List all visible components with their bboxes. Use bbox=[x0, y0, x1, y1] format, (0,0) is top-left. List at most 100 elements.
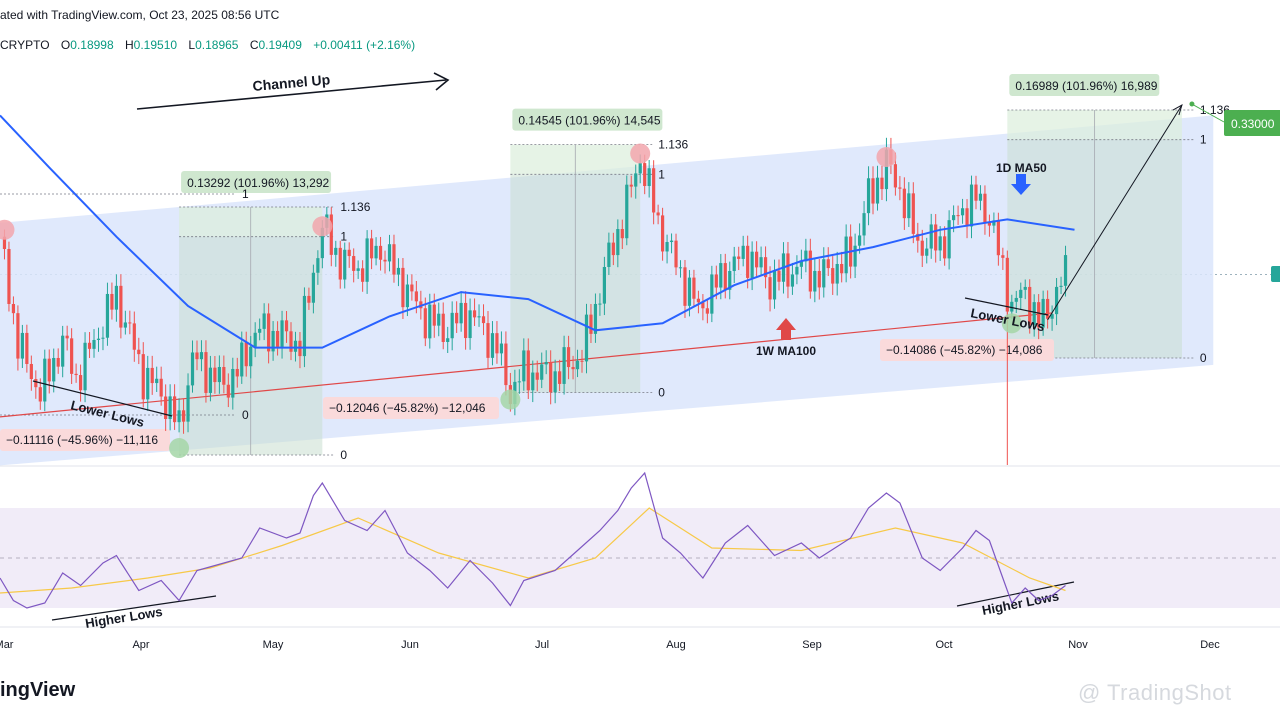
target-dot bbox=[1189, 101, 1195, 107]
ma50-line bbox=[0, 114, 1075, 349]
candle-body bbox=[311, 272, 315, 303]
lower-lows-line bbox=[32, 380, 173, 417]
candle-body bbox=[857, 235, 862, 246]
candle-body bbox=[983, 193, 987, 223]
candle-body bbox=[16, 313, 20, 359]
candle-body bbox=[1005, 257, 1009, 312]
candle-body bbox=[52, 357, 56, 382]
candle-body bbox=[231, 368, 235, 398]
candle-body bbox=[123, 322, 127, 328]
candle-body bbox=[562, 347, 566, 384]
candle-body bbox=[472, 310, 477, 318]
candle-body bbox=[826, 259, 830, 269]
candle-body bbox=[674, 240, 678, 268]
candle-body bbox=[831, 268, 835, 284]
candle-body bbox=[1023, 286, 1027, 290]
candle-body bbox=[549, 362, 553, 393]
candle-body bbox=[728, 271, 732, 290]
open-value: 0.18998 bbox=[70, 38, 114, 52]
ma100-label: 1W MA100 bbox=[756, 344, 816, 358]
candle-body bbox=[302, 295, 307, 357]
channel-high-marker bbox=[876, 147, 897, 168]
candle-body bbox=[607, 242, 611, 267]
candle-body bbox=[750, 251, 754, 278]
channel-up-arrowhead bbox=[433, 72, 450, 91]
candle-body bbox=[222, 367, 226, 385]
candle-body bbox=[898, 187, 902, 189]
candle-body bbox=[620, 229, 624, 239]
candle-body bbox=[1046, 298, 1050, 319]
candle-body bbox=[1028, 286, 1032, 325]
candle-body bbox=[428, 304, 432, 339]
candle-body bbox=[526, 350, 530, 391]
fib-level-label: 1 bbox=[340, 230, 347, 244]
candle-body bbox=[741, 245, 745, 259]
decline-label: −0.12046 (−45.82%) −12,046 bbox=[329, 401, 486, 415]
candle-body bbox=[378, 245, 383, 260]
candle-body bbox=[414, 291, 418, 302]
candle-body bbox=[356, 268, 360, 271]
candle-body bbox=[804, 250, 808, 262]
candle-body bbox=[580, 360, 584, 362]
candle-body bbox=[405, 284, 410, 308]
candle-body bbox=[871, 178, 875, 204]
candle-body bbox=[974, 184, 978, 201]
candle-body bbox=[477, 316, 481, 318]
high-key: H bbox=[125, 38, 134, 52]
decline-label-box bbox=[0, 429, 170, 451]
candle-body bbox=[38, 387, 42, 402]
fib-level-label: 0 bbox=[340, 448, 347, 462]
candle-body bbox=[535, 372, 539, 380]
channel-high-marker bbox=[312, 216, 333, 237]
candle-body bbox=[173, 396, 177, 423]
channel-low-marker bbox=[1001, 313, 1022, 334]
candle-body bbox=[978, 193, 983, 201]
candle-body bbox=[755, 251, 759, 268]
higher-lows-line bbox=[956, 581, 1075, 607]
candle-body bbox=[656, 212, 660, 216]
candle-body bbox=[625, 184, 629, 239]
candle-body bbox=[956, 215, 960, 217]
candle-body bbox=[522, 350, 526, 382]
candle-body bbox=[925, 248, 929, 256]
candle-body bbox=[589, 314, 593, 334]
candle-body bbox=[253, 332, 257, 347]
candle-body bbox=[396, 267, 401, 275]
candle-body bbox=[34, 379, 38, 388]
candle-body bbox=[652, 168, 656, 213]
candle-body bbox=[181, 410, 186, 422]
candle-body bbox=[446, 338, 450, 342]
candle-body bbox=[593, 303, 598, 334]
close-key: C bbox=[249, 38, 259, 52]
candle-body bbox=[47, 358, 51, 382]
candle-body bbox=[347, 249, 351, 257]
candle-body bbox=[441, 313, 445, 342]
candle-body bbox=[195, 352, 199, 360]
candle-body bbox=[884, 149, 889, 190]
candle-body bbox=[190, 352, 195, 386]
x-tick-label: May bbox=[263, 639, 284, 651]
x-tick-label: Mar bbox=[0, 639, 14, 651]
candle-body bbox=[141, 354, 145, 400]
candle-body bbox=[499, 343, 504, 354]
candle-body bbox=[558, 371, 562, 384]
candle-body bbox=[70, 338, 74, 374]
rally-label: 0.13292 (101.96%) 13,292 bbox=[187, 176, 329, 190]
tradingview-logo[interactable]: ingView bbox=[0, 679, 76, 701]
candle-body bbox=[78, 375, 83, 391]
candle-body bbox=[817, 270, 821, 288]
candle-body bbox=[714, 274, 718, 288]
candle-body bbox=[74, 373, 78, 376]
decline-label-box bbox=[880, 339, 1054, 361]
candle-body bbox=[540, 364, 544, 380]
candle-body bbox=[481, 316, 486, 324]
close-value: 0.19409 bbox=[258, 38, 302, 52]
channel-up-arrow bbox=[136, 79, 447, 110]
candle-body bbox=[566, 347, 571, 368]
x-tick-label: Dec bbox=[1200, 639, 1220, 651]
exchange-label: CRYPTO bbox=[0, 38, 50, 52]
rally-label-box bbox=[181, 171, 332, 194]
candle-body bbox=[687, 277, 692, 306]
candle-body bbox=[647, 168, 651, 187]
